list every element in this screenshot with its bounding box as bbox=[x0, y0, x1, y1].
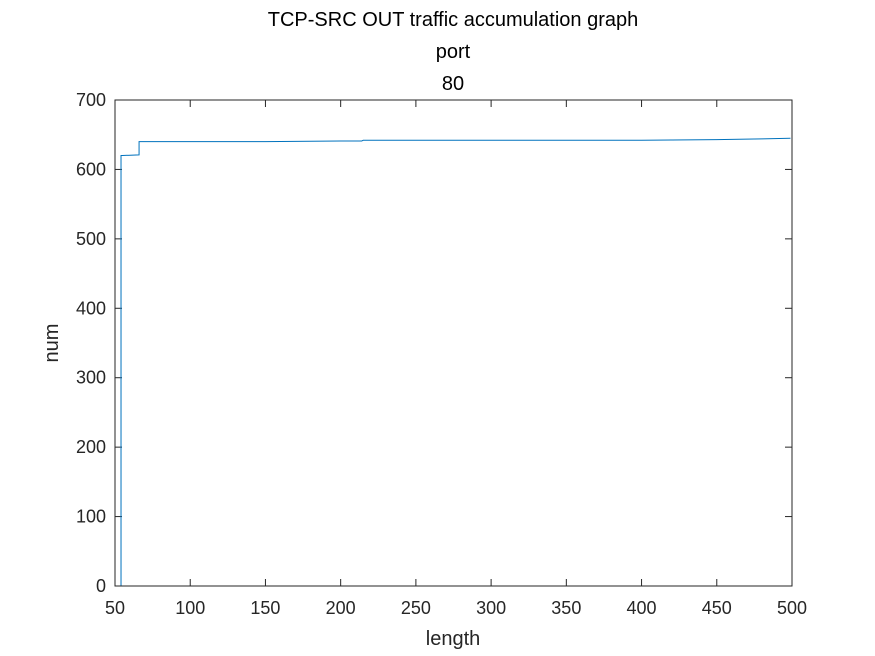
y-tick-label: 200 bbox=[76, 437, 106, 457]
y-tick-label: 100 bbox=[76, 507, 106, 527]
y-tick-label: 300 bbox=[76, 368, 106, 388]
chart-subtitle-line-2: 80 bbox=[442, 73, 464, 95]
series-layer bbox=[120, 137, 791, 586]
x-tick-label: 250 bbox=[401, 598, 431, 618]
x-tick-label: 400 bbox=[627, 598, 657, 618]
y-tick-label: 700 bbox=[76, 90, 106, 110]
x-axis-label: length bbox=[426, 628, 481, 650]
y-tick-label: 0 bbox=[96, 576, 106, 596]
x-tick-label: 450 bbox=[702, 598, 732, 618]
y-tick-label: 400 bbox=[76, 298, 106, 318]
y-axis-label: num bbox=[41, 324, 63, 363]
chart-subtitle-line-1: port bbox=[436, 41, 471, 63]
chart-title: TCP-SRC OUT traffic accumulation graph bbox=[268, 9, 639, 31]
x-tick-label: 300 bbox=[476, 598, 506, 618]
x-tick-label: 150 bbox=[250, 598, 280, 618]
x-tick-label: 200 bbox=[326, 598, 356, 618]
x-tick-label: 50 bbox=[105, 598, 125, 618]
y-tick-label: 500 bbox=[76, 229, 106, 249]
x-tick-label: 100 bbox=[175, 598, 205, 618]
x-tick-label: 500 bbox=[777, 598, 807, 618]
series-line-0 bbox=[120, 137, 791, 586]
axis-ticks: 50 100 150 200 250 300 350 400 450 500 0 100 200 300 4… bbox=[76, 90, 807, 618]
y-tick-label: 600 bbox=[76, 159, 106, 179]
plot-area-frame bbox=[114, 99, 793, 587]
x-tick-label: 350 bbox=[551, 598, 581, 618]
